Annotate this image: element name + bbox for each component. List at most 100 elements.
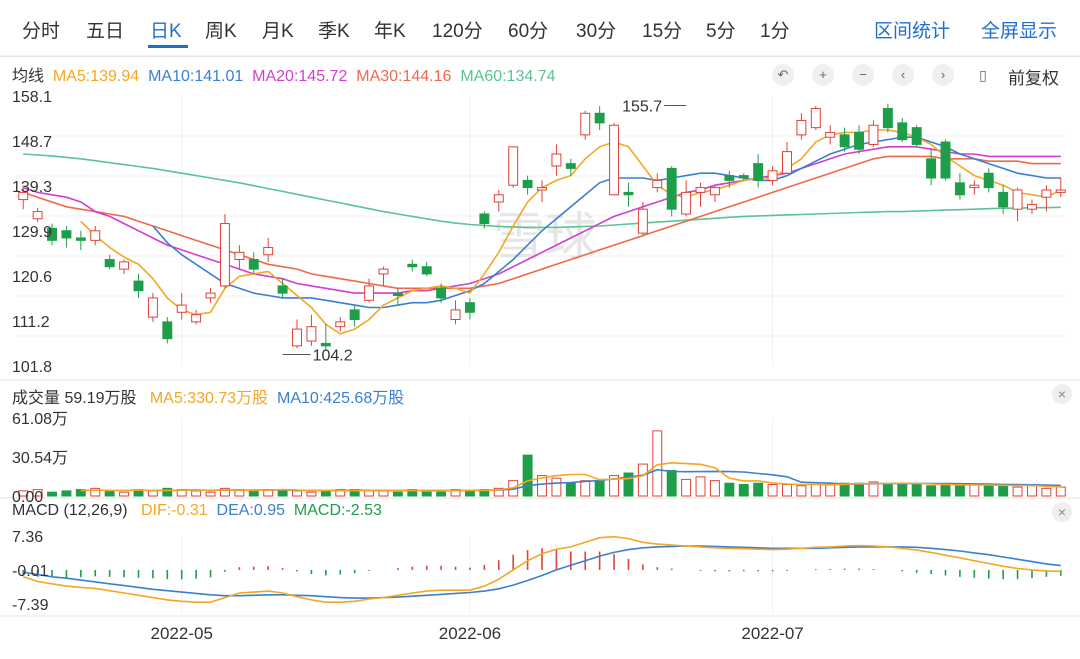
candle-body xyxy=(104,259,115,268)
candle-body xyxy=(436,287,447,299)
candle-body xyxy=(1055,189,1066,193)
volume-bar xyxy=(868,481,879,497)
candle-body xyxy=(493,194,504,203)
undo-icon[interactable]: ↶ xyxy=(772,64,794,86)
macd-value: MACD:-2.53 xyxy=(293,502,382,519)
zoom-in-icon[interactable]: + xyxy=(812,64,834,86)
tab-daily-k[interactable]: 日K xyxy=(150,21,182,42)
volume-bar xyxy=(565,482,576,497)
macd-legend: MACD (12,26,9) DIF:-0.31 DEA:0.95 MACD:-… xyxy=(12,502,382,520)
tab-weekly-k[interactable]: 周K xyxy=(205,21,237,42)
candle-body xyxy=(364,285,375,301)
chevron-left-icon[interactable]: ‹ xyxy=(892,64,914,86)
tab-five-day[interactable]: 五日 xyxy=(86,21,125,42)
candle-body xyxy=(594,112,605,124)
candle-body xyxy=(162,321,173,340)
tab-yearly-k[interactable]: 年K xyxy=(374,21,406,42)
candle-body xyxy=(392,292,403,297)
tab-monthly-k[interactable]: 月K xyxy=(262,21,294,42)
volume-bar xyxy=(248,490,259,497)
volume-tick-label: 30.54万 xyxy=(12,450,68,467)
price-legend: 均线 MA5:139.94 MA10:141.01 MA20:145.72 MA… xyxy=(12,62,556,86)
volume-bar xyxy=(623,472,634,497)
ma10-line xyxy=(152,136,1061,309)
date-axis-labels: 2022-05 2022-06 2022-07 xyxy=(151,624,804,643)
candle-body xyxy=(969,184,980,189)
volume-bar xyxy=(882,484,893,497)
tab-5min[interactable]: 5分 xyxy=(706,21,736,42)
macd-tick-label: -7.39 xyxy=(12,597,49,614)
candle-body xyxy=(320,342,331,347)
volume-close-icon[interactable]: × xyxy=(1052,384,1072,404)
volume-bar xyxy=(695,476,706,497)
candle-body xyxy=(191,314,202,323)
volume-bar xyxy=(464,490,475,497)
candle-body xyxy=(407,263,418,268)
volume-bars xyxy=(18,430,1066,497)
candle-body xyxy=(868,124,879,145)
candle-body xyxy=(292,328,302,347)
volume-bar xyxy=(983,484,994,497)
volume-bar xyxy=(854,482,865,497)
volume-bar xyxy=(681,478,692,497)
zoom-out-icon[interactable]: − xyxy=(852,64,874,86)
candlesticks xyxy=(18,103,1066,351)
volume-bar xyxy=(594,480,605,497)
grid-lines xyxy=(0,55,1080,617)
volume-ma5-line xyxy=(80,461,1061,492)
chevron-right-icon[interactable]: › xyxy=(932,64,954,86)
macd-close-icon[interactable]: × xyxy=(1052,502,1072,522)
volume-bar xyxy=(537,475,547,497)
volume-bar xyxy=(796,485,807,497)
tab-60min[interactable]: 60分 xyxy=(508,21,549,42)
adjust-mode-label[interactable]: 前复权 xyxy=(1008,69,1059,88)
volume-bar xyxy=(1027,485,1037,497)
date-label: 2022-05 xyxy=(151,624,213,643)
candle-body xyxy=(1027,203,1037,210)
candle-body xyxy=(738,175,749,179)
candle-body xyxy=(335,321,346,328)
macd-tick-label: 7.36 xyxy=(12,529,43,546)
volume-bar xyxy=(1012,486,1023,497)
candle-body xyxy=(825,131,836,138)
volume-bar xyxy=(767,484,778,497)
pause-icon[interactable]: ▯ xyxy=(972,64,994,86)
volume-bar xyxy=(407,489,418,497)
tab-quarterly-k[interactable]: 季K xyxy=(318,21,350,42)
candle-body xyxy=(810,107,821,129)
tab-1min[interactable]: 1分 xyxy=(760,21,790,42)
tab-30min[interactable]: 30分 xyxy=(576,21,617,42)
volume-bar xyxy=(969,484,980,497)
candle-body xyxy=(1012,189,1023,210)
ma60-line xyxy=(23,153,1061,229)
volume-bar xyxy=(32,489,43,497)
tab-120min[interactable]: 120分 xyxy=(432,21,483,42)
candle-body xyxy=(897,122,908,141)
price-tick-label: 129.9 xyxy=(12,224,52,241)
volume-bar xyxy=(911,484,922,497)
candle-body xyxy=(796,119,807,136)
range-stats-link[interactable]: 区间统计 xyxy=(874,21,951,42)
volume-bar xyxy=(364,490,375,497)
candle-body xyxy=(551,153,562,167)
period-tab-bar: 分时 五日 日K 周K 月K 季K 年K 120分 60分 30分 15分 5分… xyxy=(0,0,1080,57)
volume-ma-lines xyxy=(80,461,1061,492)
candle-body xyxy=(32,211,43,220)
candle-body xyxy=(709,187,720,196)
tab-timeshare[interactable]: 分时 xyxy=(22,21,61,42)
tab-15min[interactable]: 15分 xyxy=(642,21,683,42)
volume-bar xyxy=(580,480,591,497)
candle-body xyxy=(219,223,230,287)
candle-body xyxy=(609,124,620,196)
price-tick-label: 101.8 xyxy=(12,359,52,376)
dif-line xyxy=(22,535,1061,603)
volume-bar xyxy=(392,491,403,497)
volume-bar xyxy=(522,454,533,497)
price-tick-label: 111.2 xyxy=(12,314,50,331)
candle-body xyxy=(940,141,951,179)
volume-bar xyxy=(738,484,749,497)
fullscreen-link[interactable]: 全屏显示 xyxy=(981,21,1058,42)
volume-bar xyxy=(219,487,230,497)
volume-bar xyxy=(551,477,562,497)
